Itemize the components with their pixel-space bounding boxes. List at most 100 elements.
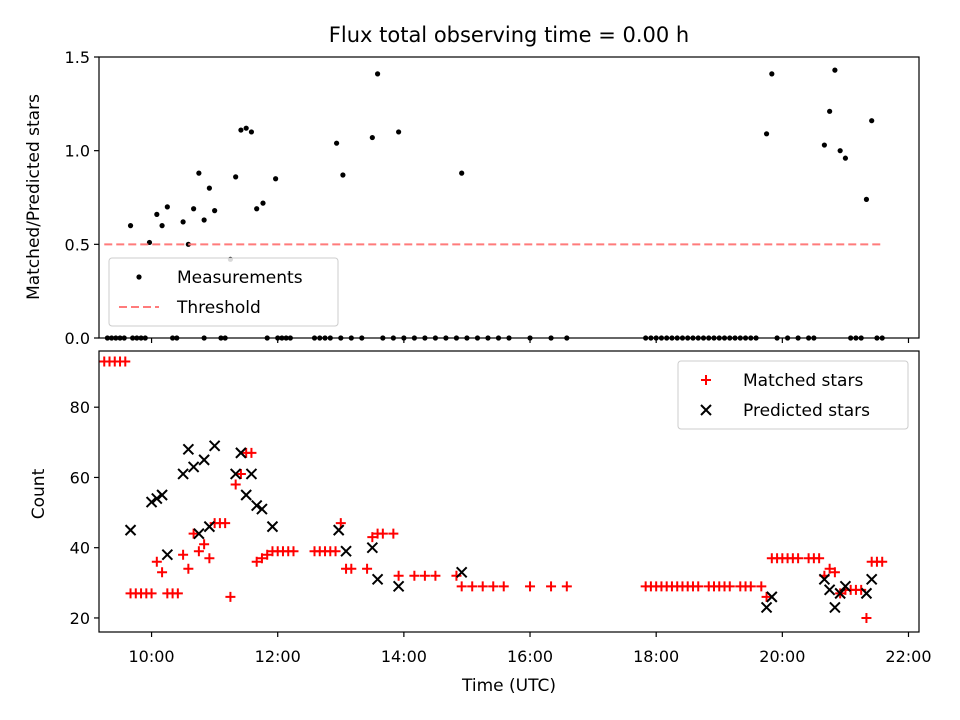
matched-star-point [178,549,189,560]
predicted-star-point [834,587,846,600]
matched-star-point [367,532,378,543]
measurement-point [254,206,260,212]
x-tick-label: 16:00 [507,647,553,666]
predicted-star-point [865,573,878,586]
matched-star-point [861,612,872,623]
predicted-star-point [332,524,345,536]
measurement-point [238,127,244,133]
measurement-point [191,206,197,212]
measurement-point [273,176,279,182]
predicted-star-point [124,524,137,536]
y-tick-label: 20 [70,609,90,628]
predicted-star-point [193,527,205,540]
matched-star-point [183,563,194,574]
y-tick-label: 0.5 [65,235,90,254]
legend-measurements-swatch [136,274,142,280]
count-panel: 20 40 60 80 10:00 12:00 14:00 16:00 18:00 20:00 2… [29,350,932,666]
matched-star-point [393,570,404,581]
measurement-point [396,129,402,135]
x-tick-label: 18:00 [633,647,679,666]
matched-star-point [246,447,257,458]
matched-star-point [225,591,236,602]
predicted-star-point [245,468,258,480]
matched-star-point [877,556,888,567]
predicted-star-point [182,443,195,456]
matched-star-point [498,581,509,592]
measurement-point [233,174,239,180]
predicted-star-point [161,549,174,561]
predicted-star-point [392,580,405,593]
matched-star-point [561,581,572,592]
predicted-star-point [860,587,873,600]
matched-star-point [362,563,373,574]
measurement-point [333,140,340,146]
x-tick-label: 10:00 [129,647,175,666]
matched-star-point [824,563,835,574]
measurement-point [164,204,170,210]
count-legend: Matched stars Predicted stars [677,360,909,430]
matched-star-point [157,567,168,578]
predicted-star-point [235,447,247,459]
legend-box [677,360,909,430]
predicted-star-point [156,489,168,501]
matched-star-point [230,479,241,490]
predicted-star-point [455,566,468,578]
ratio-x-ticks [150,338,910,343]
matched-star-point [251,556,262,567]
predicted-star-point [256,503,268,515]
predicted-star-point [187,461,200,473]
x-axis-label: Time (UTC) [461,676,556,696]
predicted-star-point [266,520,279,533]
measurement-point [827,108,833,114]
y-tick-label: 60 [70,468,90,487]
measurement-point [206,185,212,191]
measurement-point [212,208,218,214]
measurement-point [243,125,249,131]
matched-star-point [151,556,162,567]
y-tick-label: 1.5 [65,48,90,67]
predicted-star-point [366,541,379,554]
measurement-point [837,148,843,154]
measurement-point [863,196,870,202]
predicted-star-point [760,601,773,614]
measurement-point [248,129,255,135]
legend-threshold-label: Threshold [176,298,261,318]
measurement-point [159,223,165,229]
matched-star-point [761,591,772,602]
matched-star-point [120,356,131,367]
measurement-point [769,71,775,77]
matched-star-point [204,553,215,564]
predicted-star-point [208,440,221,452]
matched-star-point [419,570,430,581]
y-tick-label: 80 [70,398,90,417]
predicted-star-point [177,468,189,480]
matched-star-point [193,546,204,557]
matched-star-point [388,528,399,539]
predicted-star-point [229,468,242,480]
matched-star-point [546,581,557,592]
predicted-star-point [823,584,836,596]
ratio-y-axis-label: Matched/Predicted stars [24,94,44,300]
matched-star-point [451,570,462,581]
matched-star-point [256,553,267,564]
matched-star-point [235,468,246,479]
matched-star-point [199,539,210,550]
matched-star-point [409,570,420,581]
ratio-y-ticks: 0.0 0.5 1.0 1.5 [65,48,99,348]
measurement-point [869,118,875,124]
ratio-axes-frame [98,56,920,339]
predicted-star-point [766,591,778,603]
measurement-point [260,200,266,206]
x-tick-label: 14:00 [381,647,427,666]
measurement-point [763,131,770,137]
measurement-point [832,67,838,73]
y-tick-label: 1.0 [65,142,90,161]
matched-star-point [456,581,467,592]
y-tick-label: 0.0 [65,329,90,348]
measurement-point [127,223,134,229]
matched-star-point [330,546,341,557]
matched-star-point [220,518,231,529]
measurement-point [459,170,465,176]
matched-star-point [488,581,499,592]
ratio-legend: Measurements Threshold [108,257,339,327]
